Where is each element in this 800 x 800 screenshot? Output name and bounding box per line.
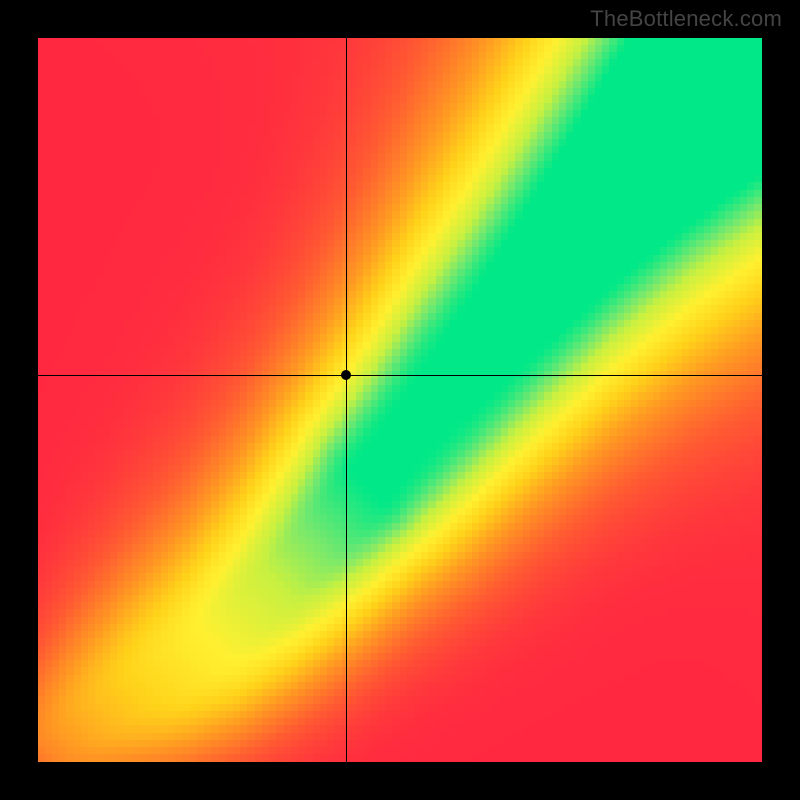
heatmap-canvas <box>38 38 762 762</box>
watermark-text: TheBottleneck.com <box>590 6 782 32</box>
crosshair-vertical <box>346 38 347 762</box>
crosshair-horizontal <box>38 375 762 376</box>
marker-dot <box>341 370 351 380</box>
heatmap-plot <box>38 38 762 762</box>
